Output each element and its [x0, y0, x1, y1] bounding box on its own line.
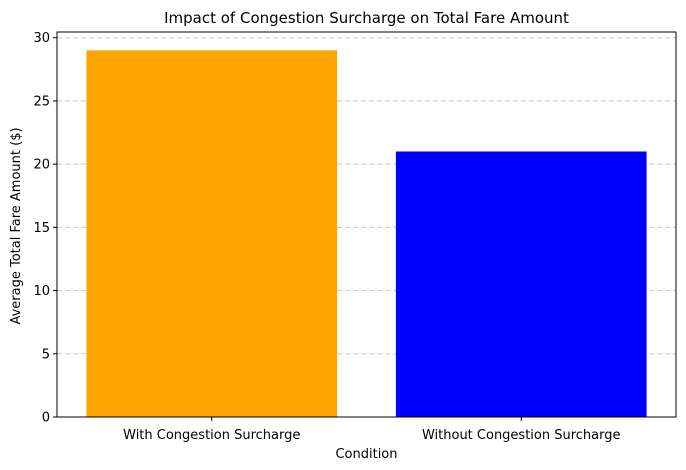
- chart-title: Impact of Congestion Surcharge on Total …: [164, 9, 569, 27]
- y-tick-label: 30: [33, 31, 50, 46]
- plot-frame: [56, 31, 677, 418]
- x-tick-label: Without Congestion Surcharge: [422, 428, 621, 443]
- y-tick-label: 10: [33, 284, 50, 299]
- y-tick-label: 25: [33, 94, 50, 109]
- bar-without-surcharge: [395, 151, 647, 417]
- bars: [86, 50, 647, 417]
- y-axis-label: Average Total Fare Amount ($): [9, 127, 24, 324]
- x-axis-ticks: With Congestion Surcharge Without Congest…: [123, 417, 621, 443]
- y-tick-label: 15: [33, 221, 50, 236]
- y-tick-label: 20: [33, 158, 50, 173]
- y-tick-label: 0: [42, 411, 50, 426]
- y-tick-label: 5: [42, 347, 50, 362]
- y-axis-ticks: 0 5 10 15 20 25 30: [33, 31, 57, 426]
- x-axis-label: Condition: [335, 447, 397, 462]
- bar-with-surcharge: [86, 50, 338, 417]
- x-tick-label: With Congestion Surcharge: [123, 428, 300, 443]
